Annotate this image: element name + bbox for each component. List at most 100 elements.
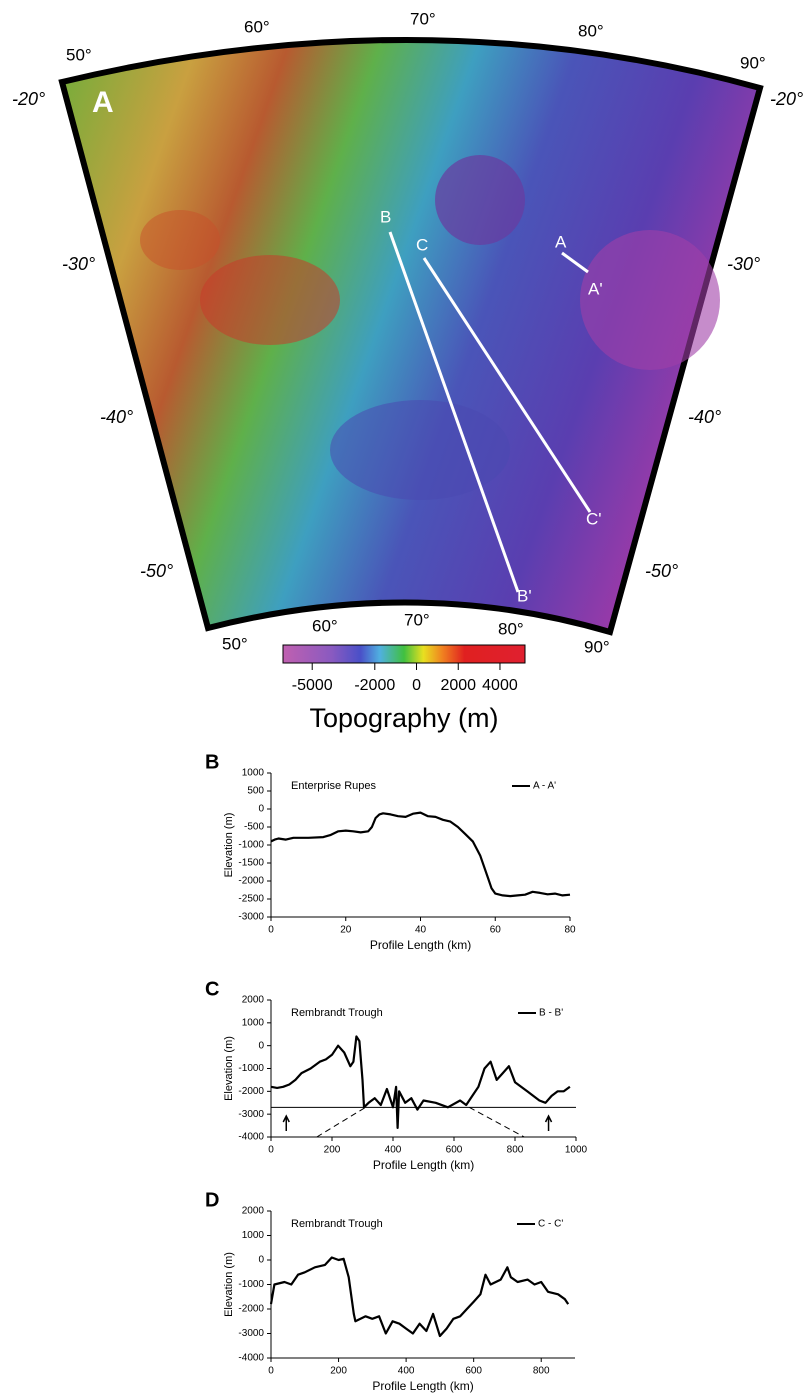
- y-tick-label: 1000: [242, 768, 265, 779]
- lat-label: -30°: [62, 254, 95, 274]
- panel-label: A: [92, 86, 114, 119]
- x-tick-label: 0: [268, 1145, 274, 1156]
- x-tick-label: 1000: [565, 1145, 588, 1156]
- y-tick-label: -4000: [238, 1132, 264, 1143]
- arrow: [283, 1116, 289, 1131]
- lon-label: 60°: [312, 616, 338, 635]
- profile-label: A: [555, 232, 567, 251]
- panel-label: C: [205, 978, 219, 1000]
- y-tick-label: 0: [258, 804, 264, 815]
- y-tick-label: 2000: [242, 995, 265, 1006]
- y-tick-label: 2000: [242, 1206, 265, 1217]
- y-tick-label: -1000: [238, 1063, 264, 1074]
- colorbar-tick-label: 4000: [482, 677, 518, 694]
- x-tick-label: 600: [446, 1145, 463, 1156]
- figure: A A A' B B' C C' -20° -30° -40° -50° -20…: [0, 0, 810, 1395]
- lat-label: -20°: [12, 89, 45, 109]
- lat-label: -30°: [727, 254, 760, 274]
- lon-label: 90°: [740, 53, 766, 72]
- lon-label: 70°: [404, 610, 430, 629]
- map-highlands: [200, 255, 340, 345]
- colorbar-tick-label: -2000: [354, 677, 395, 694]
- map-basin: [435, 155, 525, 245]
- x-tick-label: 800: [507, 1145, 524, 1156]
- x-tick-label: 0: [268, 925, 274, 936]
- x-tick-label: 400: [385, 1145, 402, 1156]
- chart-title: Rembrandt Trough: [291, 1007, 383, 1019]
- x-tick-label: 200: [330, 1366, 347, 1377]
- fault-line: [317, 1107, 366, 1137]
- lat-label: -50°: [645, 561, 678, 581]
- x-axis-label: Profile Length (km): [370, 938, 471, 952]
- map-basin: [330, 400, 510, 500]
- y-tick-label: 1000: [242, 1230, 265, 1241]
- x-tick-label: 20: [340, 925, 352, 936]
- y-tick-label: -4000: [238, 1353, 264, 1364]
- colorbar-tick-label: 0: [412, 677, 421, 694]
- data-line: [271, 813, 570, 897]
- x-tick-label: 200: [324, 1145, 341, 1156]
- y-tick-label: -1500: [238, 858, 264, 869]
- y-tick-label: -2500: [238, 894, 264, 905]
- lon-label: 90°: [584, 637, 610, 656]
- legend-label: C - C': [538, 1219, 563, 1230]
- colorbar-title: Topography (m): [309, 703, 498, 733]
- panel-label: B: [205, 751, 219, 773]
- y-tick-label: -1000: [238, 840, 264, 851]
- profile-label: B: [380, 207, 391, 226]
- y-tick-label: -2000: [238, 876, 264, 887]
- y-tick-label: -3000: [238, 1109, 264, 1120]
- lat-label: -20°: [770, 89, 803, 109]
- x-tick-label: 400: [398, 1366, 415, 1377]
- colorbar-tick-label: -5000: [292, 677, 333, 694]
- map-basin: [580, 230, 720, 370]
- fault-line: [469, 1107, 524, 1137]
- y-tick-label: -500: [244, 822, 264, 833]
- y-tick-label: 0: [258, 1040, 264, 1051]
- chart-title: Enterprise Rupes: [291, 780, 376, 792]
- x-tick-label: 800: [533, 1366, 550, 1377]
- x-tick-label: 0: [268, 1366, 274, 1377]
- y-axis-label: Elevation (m): [223, 813, 235, 878]
- y-tick-label: 0: [258, 1255, 264, 1266]
- colorbar: [283, 645, 525, 663]
- lon-label: 80°: [578, 21, 604, 40]
- lon-label: 60°: [244, 17, 270, 36]
- x-axis-label: Profile Length (km): [372, 1379, 473, 1393]
- lon-label: 70°: [410, 9, 436, 28]
- x-tick-label: 80: [564, 925, 576, 936]
- y-tick-label: -2000: [238, 1304, 264, 1315]
- map-panel: A A A' B B' C C' -20° -30° -40° -50° -20…: [12, 9, 803, 733]
- y-axis-label: Elevation (m): [223, 1252, 235, 1317]
- data-line: [271, 1258, 568, 1337]
- lon-label: 50°: [66, 45, 92, 64]
- y-tick-label: -2000: [238, 1086, 264, 1097]
- arrow: [546, 1116, 552, 1131]
- profile-label: C: [416, 235, 428, 254]
- y-axis-label: Elevation (m): [223, 1036, 235, 1101]
- legend-label: B - B': [539, 1008, 563, 1019]
- data-line: [271, 1037, 570, 1128]
- map-highlands: [140, 210, 220, 270]
- legend-label: A - A': [533, 781, 556, 792]
- y-tick-label: -3000: [238, 1328, 264, 1339]
- y-tick-label: 500: [247, 786, 264, 797]
- profile-label: C': [586, 509, 602, 528]
- y-tick-label: 1000: [242, 1017, 265, 1028]
- lon-label: 50°: [222, 634, 248, 653]
- x-tick-label: 600: [465, 1366, 482, 1377]
- y-tick-label: -3000: [238, 912, 264, 923]
- x-axis-label: Profile Length (km): [373, 1158, 474, 1172]
- x-tick-label: 60: [490, 925, 502, 936]
- y-tick-label: -1000: [238, 1279, 264, 1290]
- chart-title: Rembrandt Trough: [291, 1218, 383, 1230]
- lon-label: 80°: [498, 619, 524, 638]
- lat-label: -50°: [140, 561, 173, 581]
- panel-label: D: [205, 1189, 219, 1211]
- colorbar-tick-label: 2000: [440, 677, 476, 694]
- profile-label: A': [588, 279, 603, 298]
- x-tick-label: 40: [415, 925, 427, 936]
- lat-label: -40°: [100, 407, 133, 427]
- lat-label: -40°: [688, 407, 721, 427]
- profile-label: B': [517, 586, 532, 605]
